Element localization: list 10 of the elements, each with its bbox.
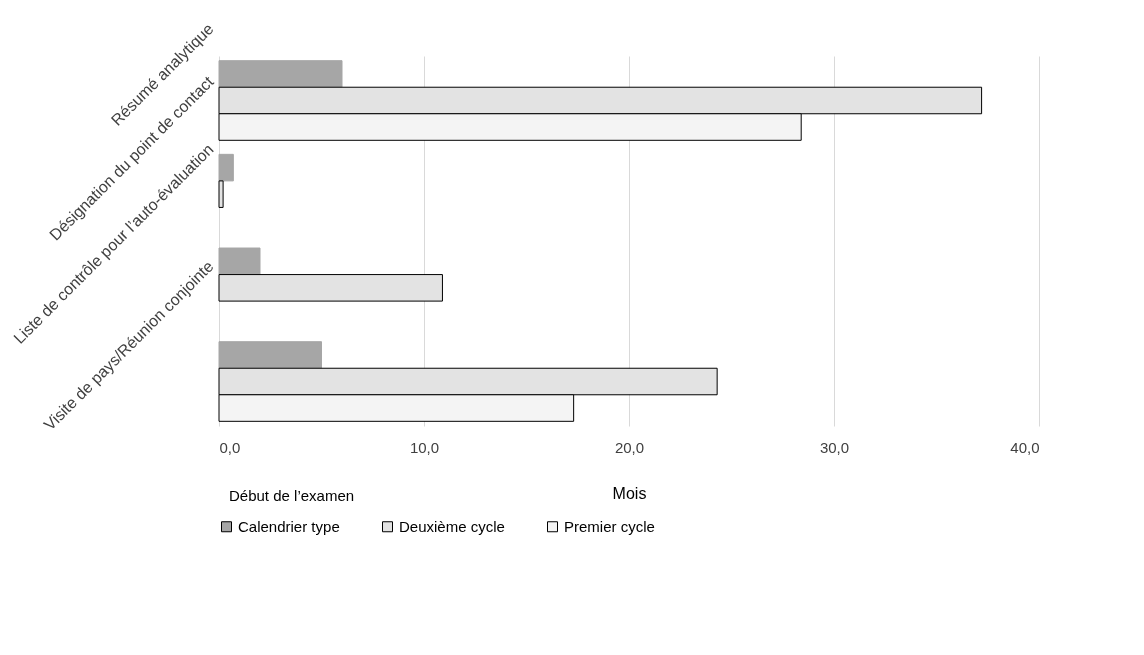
x-tick-label: 30,0 <box>819 438 850 456</box>
x-axis-title: Mois <box>612 484 647 502</box>
x-tick-label: 0,0 <box>219 438 241 456</box>
text: Début de l’examen <box>229 487 355 504</box>
x-tick-label: 20,0 <box>614 438 645 456</box>
x-tick-label: 40,0 <box>1010 438 1040 456</box>
legend-label: Calendrier type <box>238 517 340 535</box>
legend-label: Deuxième cycle <box>399 517 505 535</box>
x-tick-label: 10,0 <box>409 438 440 456</box>
legend-label: Premier cycle <box>564 517 655 535</box>
